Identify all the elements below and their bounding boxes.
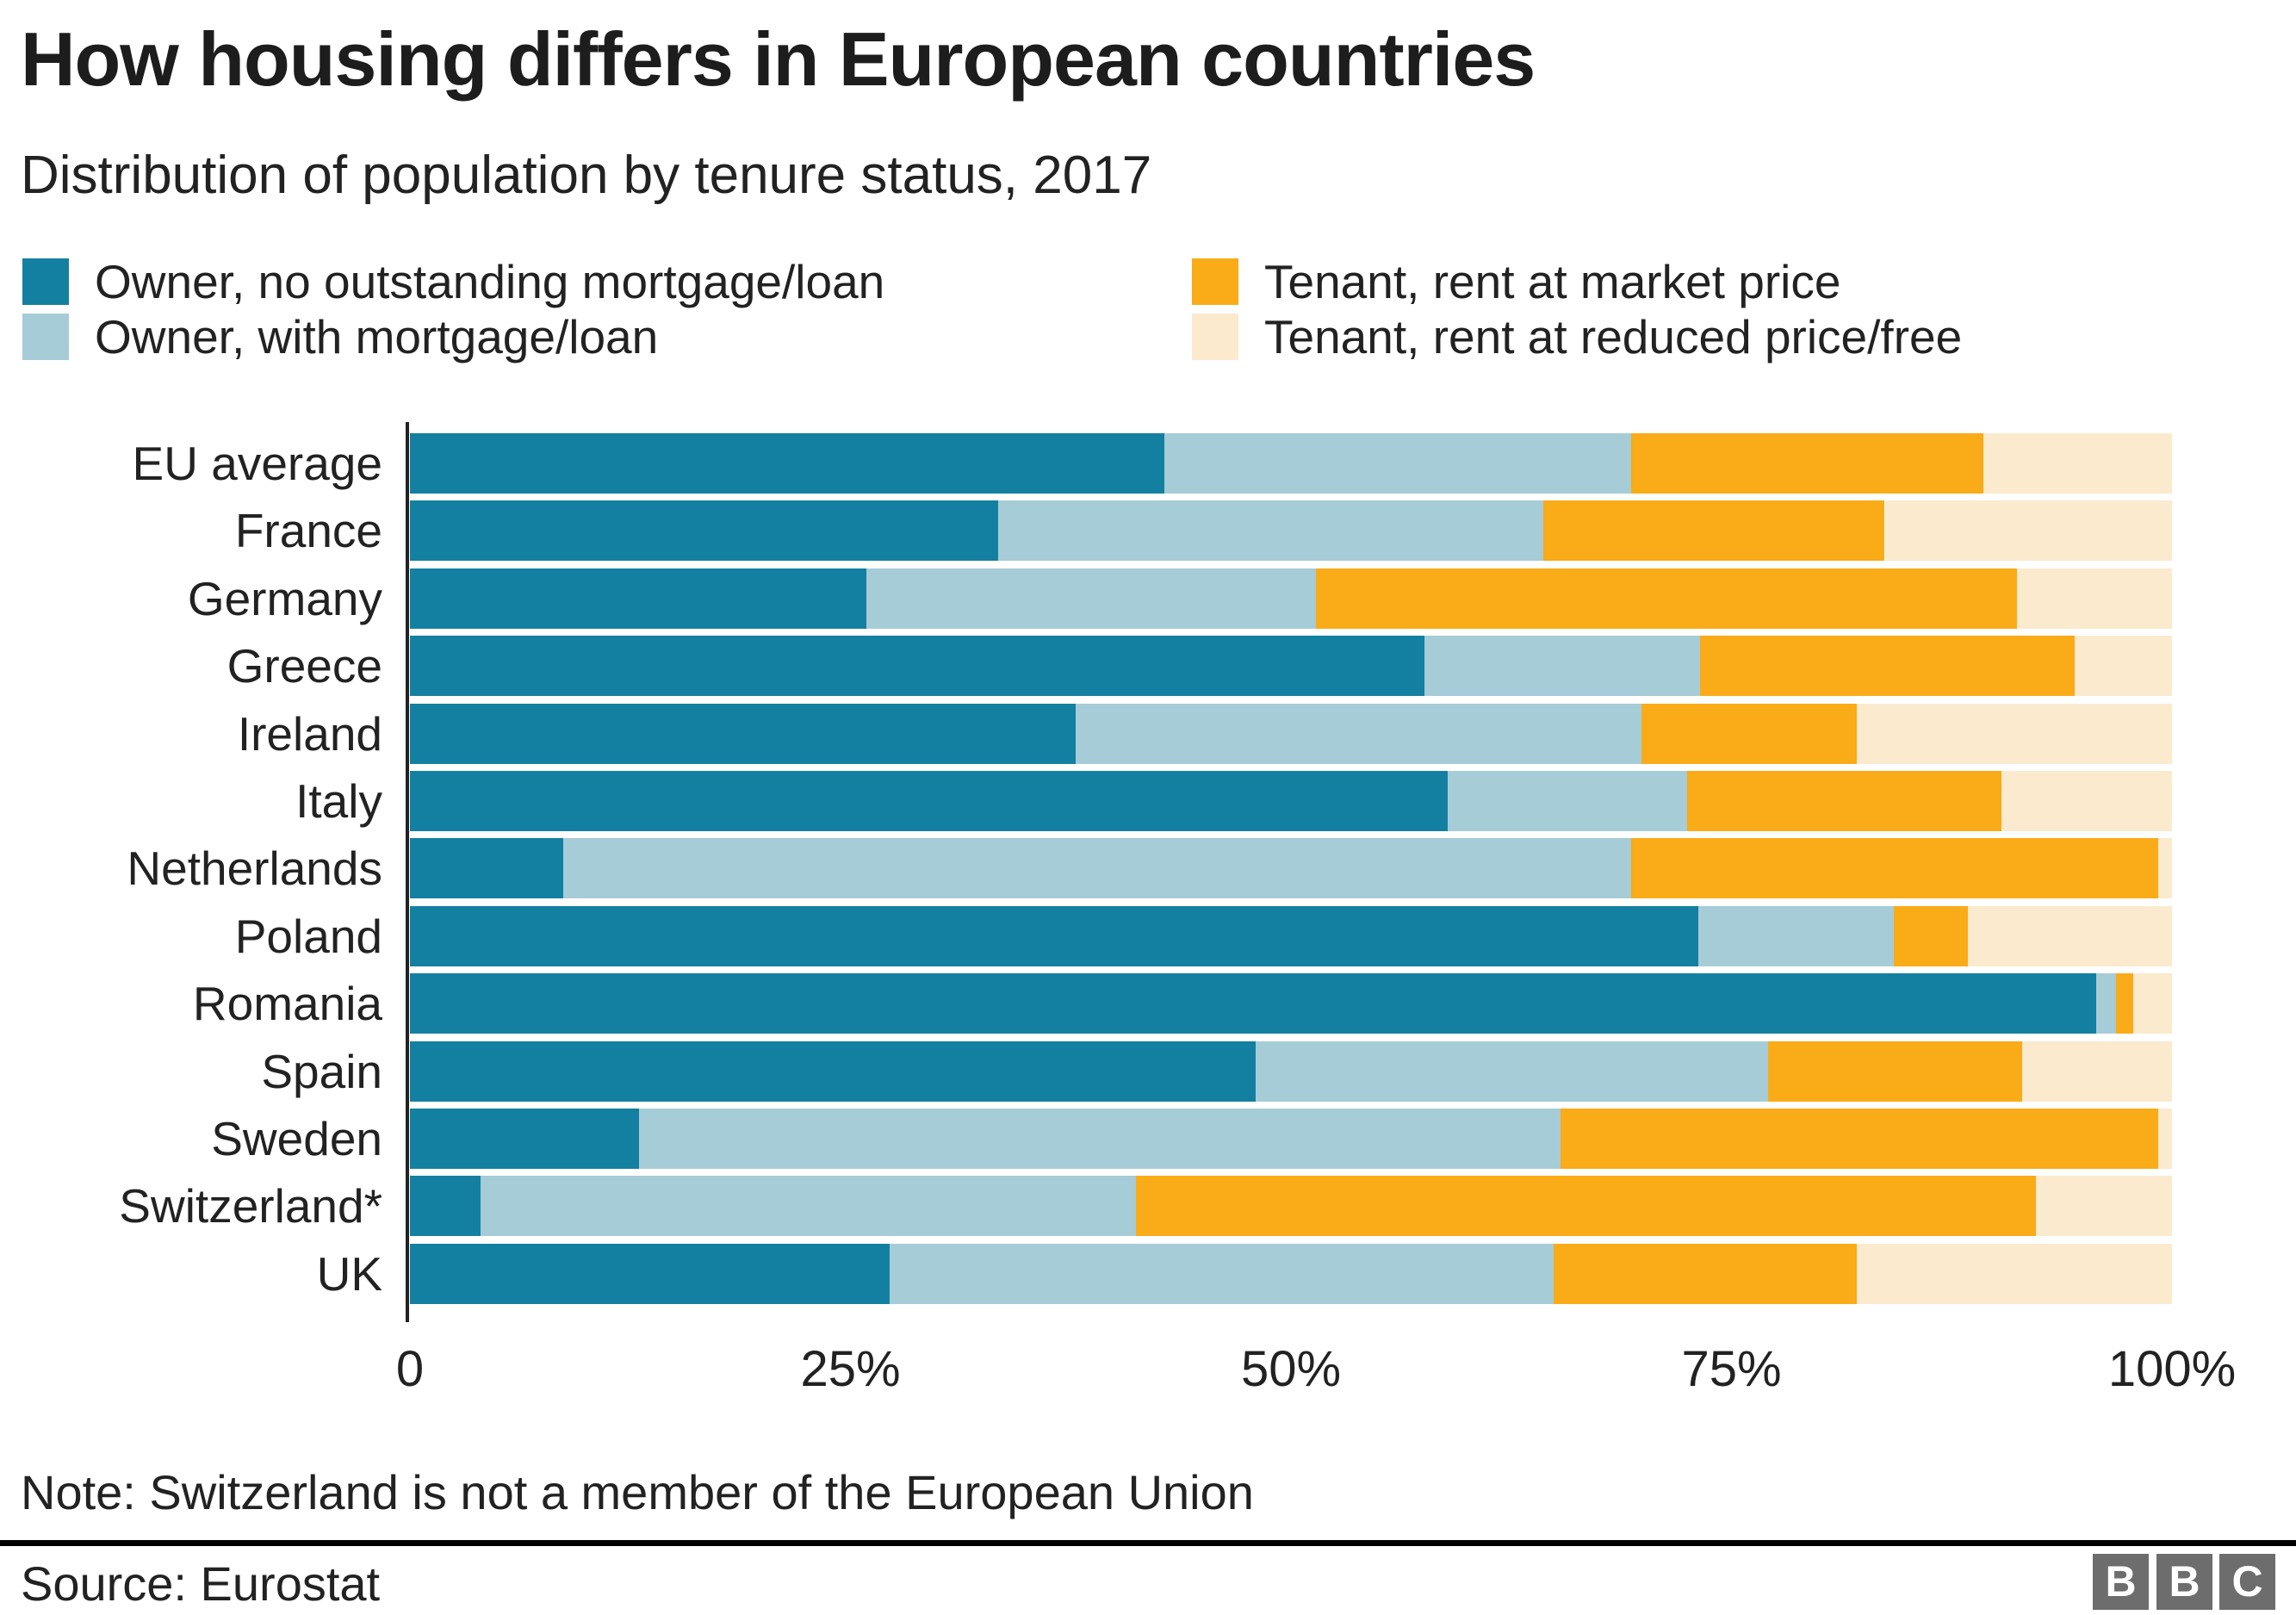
bar-segment	[1561, 1109, 2158, 1169]
footnote: Note: Switzerland is not a member of the…	[21, 1465, 1254, 1519]
bar-segment	[1164, 433, 1631, 494]
y-axis-line	[406, 422, 409, 1322]
bar-segment	[2157, 838, 2172, 899]
bar-segment	[410, 973, 2097, 1034]
bar-segment	[480, 1176, 1136, 1237]
bar-segment	[998, 500, 1543, 562]
row-label-ireland: Ireland	[237, 706, 382, 761]
legend-label: Owner, with mortgage/loan	[95, 310, 659, 363]
row-label-france: France	[234, 504, 382, 558]
bar-segment	[410, 568, 866, 629]
bar-segment	[1542, 500, 1885, 562]
bar-segment	[1856, 1243, 2172, 1304]
bar-segment	[1768, 1040, 2023, 1102]
row-label-germany: Germany	[187, 571, 382, 625]
bar-segment	[1893, 905, 1968, 966]
bar-segment	[410, 1176, 481, 1237]
bar-segment	[1448, 771, 1688, 831]
legend-label: Tenant, rent at market price	[1264, 255, 1841, 308]
x-axis-tick-label: 25%	[800, 1341, 901, 1397]
bar-segment	[1553, 1243, 1857, 1304]
bar-segment	[410, 500, 999, 562]
bar-segment	[1884, 500, 2172, 562]
bar-segment	[410, 1040, 1257, 1102]
bar-segment	[1630, 838, 2158, 899]
bar-segment	[410, 905, 1698, 966]
bar-segment	[2001, 771, 2172, 831]
bar-segment	[2157, 1109, 2172, 1169]
bar-segment	[410, 636, 1425, 697]
bar-segment	[2132, 973, 2172, 1034]
page-subtitle: Distribution of population by tenure sta…	[21, 146, 1152, 205]
legend-swatch-tenant-reduced-icon	[1192, 314, 1238, 360]
footer-divider	[0, 1540, 2296, 1546]
bar-segment	[410, 838, 563, 899]
bar-segment	[1135, 1176, 2037, 1237]
bbc-logo-letter: B	[2093, 1554, 2149, 1610]
bar-segment	[2075, 636, 2172, 697]
row-label-uk: UK	[316, 1246, 382, 1301]
bar-segment	[638, 1109, 1561, 1169]
bar-segment	[2022, 1040, 2172, 1102]
bar-segment	[410, 1109, 639, 1169]
legend-swatch-owner-mortgage-icon	[22, 314, 69, 360]
bar-segment	[1315, 568, 2017, 629]
bbc-logo: B B C	[2093, 1554, 2275, 1610]
bar-segment	[1630, 433, 1984, 494]
bar-segment	[1697, 905, 1894, 966]
x-axis-tick-label: 75%	[1681, 1341, 1782, 1397]
bar-segment	[889, 1243, 1554, 1304]
legend-swatch-owner-outright-icon	[22, 258, 69, 305]
row-label-netherlands: Netherlands	[127, 842, 382, 896]
bar-segment	[1856, 703, 2172, 764]
row-label-greece: Greece	[226, 639, 382, 693]
bar-segment	[1983, 433, 2172, 494]
bar-segment	[1641, 703, 1857, 764]
source-credit: Source: Eurostat	[21, 1556, 381, 1611]
x-axis-tick-label: 0	[395, 1341, 425, 1397]
bbc-logo-letter: B	[2156, 1554, 2212, 1610]
bar-segment	[2036, 1176, 2172, 1237]
row-label-spain: Spain	[261, 1044, 382, 1098]
row-label-eu-average: EU average	[132, 437, 382, 490]
bbc-logo-letter: C	[2219, 1554, 2275, 1610]
bar-segment	[563, 838, 1631, 899]
row-label-romania: Romania	[192, 977, 382, 1031]
bar-segment	[410, 771, 1449, 831]
legend-label: Tenant, rent at reduced price/free	[1264, 310, 1963, 363]
row-label-poland: Poland	[234, 909, 382, 963]
row-label-switzerland: Switzerland*	[119, 1179, 382, 1233]
bar-segment	[866, 568, 1316, 629]
bar-segment	[410, 1243, 890, 1304]
bar-segment	[1699, 636, 2076, 697]
bar-segment	[2115, 973, 2133, 1034]
bar-segment	[1424, 636, 1700, 697]
bar-segment	[2096, 973, 2116, 1034]
bar-segment	[2016, 568, 2172, 629]
row-label-italy: Italy	[295, 774, 382, 828]
bar-segment	[1687, 771, 2001, 831]
bar-segment	[410, 703, 1077, 764]
bar-segment	[1076, 703, 1642, 764]
page-title: How housing differs in European countrie…	[21, 16, 1536, 102]
x-axis-tick-label: 100%	[2107, 1341, 2237, 1397]
bar-segment	[410, 433, 1164, 494]
row-label-sweden: Sweden	[211, 1112, 382, 1165]
x-axis-tick-label: 50%	[1240, 1341, 1342, 1397]
legend-swatch-tenant-market-icon	[1192, 258, 1238, 305]
bar-segment	[1967, 905, 2172, 966]
bar-segment	[1256, 1040, 1769, 1102]
legend-label: Owner, no outstanding mortgage/loan	[95, 255, 885, 308]
